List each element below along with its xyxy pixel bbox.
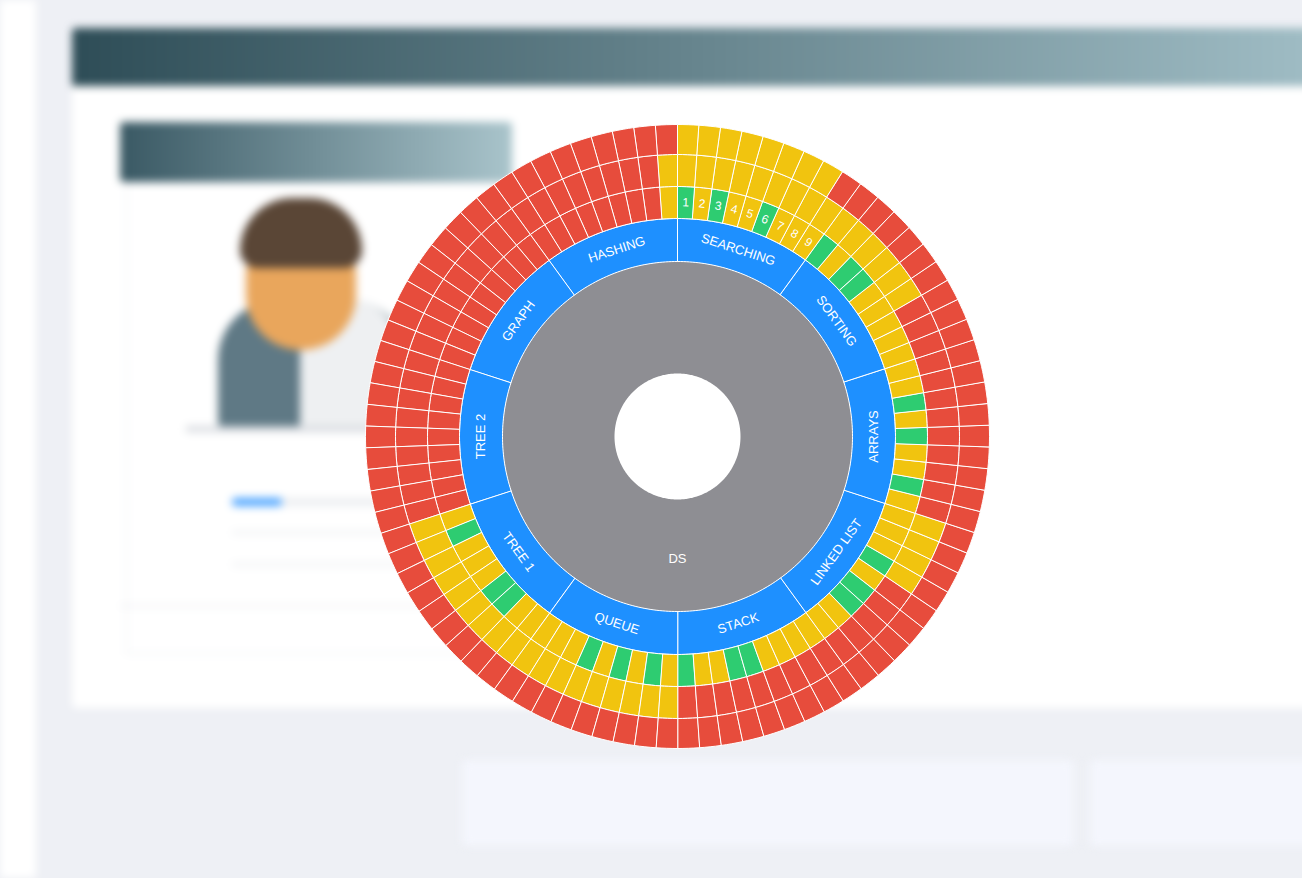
svg-text:3: 3 bbox=[714, 198, 723, 213]
svg-text:7: 7 bbox=[774, 218, 786, 234]
svg-text:STACK: STACK bbox=[716, 609, 761, 636]
svg-text:HASHING: HASHING bbox=[586, 233, 647, 266]
svg-text:9: 9 bbox=[802, 235, 816, 251]
svg-text:5: 5 bbox=[745, 206, 756, 221]
svg-text:SORTING: SORTING bbox=[813, 293, 860, 350]
svg-text:8: 8 bbox=[788, 226, 801, 242]
svg-text:LINKED LIST: LINKED LIST bbox=[807, 516, 865, 588]
svg-text:6: 6 bbox=[759, 212, 771, 228]
svg-text:2: 2 bbox=[698, 196, 706, 211]
svg-text:1: 1 bbox=[682, 195, 689, 209]
svg-text:SEARCHING: SEARCHING bbox=[699, 230, 777, 268]
svg-text:DS: DS bbox=[668, 551, 686, 566]
svg-text:4: 4 bbox=[729, 202, 739, 217]
svg-text:GRAPH: GRAPH bbox=[499, 298, 538, 344]
svg-text:TREE 1: TREE 1 bbox=[499, 529, 538, 575]
svg-text:ARRAYS: ARRAYS bbox=[866, 410, 881, 463]
svg-text:TREE 2: TREE 2 bbox=[473, 414, 488, 460]
svg-text:QUEUE: QUEUE bbox=[593, 609, 642, 638]
